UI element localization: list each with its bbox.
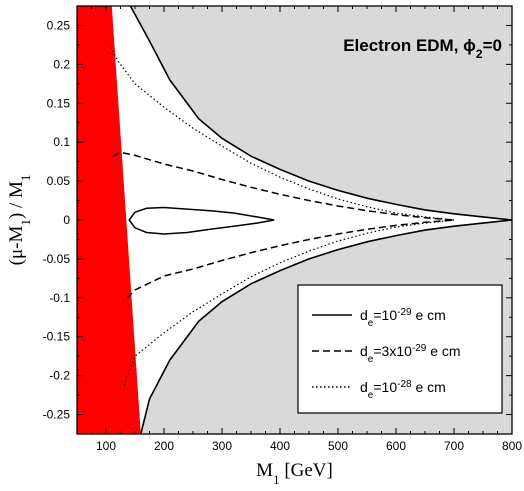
legend-box <box>297 284 503 414</box>
x-tick-label: 400 <box>270 439 290 453</box>
x-tick-label: 500 <box>328 439 348 453</box>
legend-label-suffix: e cm <box>426 343 460 359</box>
legend-label-2: de=3x10-29 e cm <box>360 343 461 365</box>
y-axis-label-main: (μ-M <box>6 226 27 266</box>
legend-label-sub: e <box>368 390 374 401</box>
legend-label-suffix: e cm <box>412 379 446 395</box>
legend-label-prefix: d <box>360 343 368 359</box>
y-tick-label: -0.25 <box>43 408 71 422</box>
x-tick-label: 200 <box>154 439 174 453</box>
red-excluded-band <box>77 6 141 434</box>
x-axis-label: M1 [GeV] <box>256 460 333 487</box>
chart-title: Electron EDM, ϕ2=0 <box>343 36 502 61</box>
legend-label-sup: -29 <box>412 343 427 354</box>
legend-label-mid: =10 <box>373 379 397 395</box>
legend-label-sup: -29 <box>397 307 412 318</box>
x-tick-label: 300 <box>212 439 232 453</box>
legend-label-sub: e <box>368 318 374 329</box>
y-tick-label: 0.15 <box>47 96 71 110</box>
legend-label-1: de=10-29 e cm <box>360 307 446 329</box>
legend-label-prefix: d <box>360 307 368 323</box>
y-axis-label-tail: ) / M <box>6 181 27 219</box>
legend-label-3: de=10-28 e cm <box>360 379 446 401</box>
y-tick-label: -0.05 <box>43 252 71 266</box>
axis-ticks: 100 200 300 400 500 600 700 800 0.25 0.2 0.15 0.1 0.… <box>43 5 522 453</box>
x-tick-label: 100 <box>96 439 116 453</box>
legend-label-sub: e <box>368 354 374 365</box>
gray-region-upper <box>130 6 512 220</box>
gray-boundary-lower-line <box>140 219 512 434</box>
y-axis-label: (μ-M1) / M1 <box>6 175 33 266</box>
y-axis-label-sub2: 1 <box>18 175 33 182</box>
y-axis-label-sub: 1 <box>18 219 33 226</box>
series-line-1 <box>128 206 275 235</box>
y-tick-label: -0.2 <box>49 369 70 383</box>
y-tick-label: -0.15 <box>43 330 71 344</box>
x-axis-label-sub: 1 <box>273 472 280 487</box>
legend-label-prefix: d <box>360 379 368 395</box>
legend-label-suffix: e cm <box>412 307 446 323</box>
x-tick-label: 700 <box>444 439 464 453</box>
legend-label-mid: =10 <box>373 307 397 323</box>
y-tick-label: 0 <box>63 213 70 227</box>
chart-title-main: Electron EDM, ϕ <box>343 36 476 55</box>
chart-title-sub: 2 <box>476 47 483 61</box>
legend-label-sup: -28 <box>397 379 412 390</box>
y-tick-label: 0.1 <box>53 135 70 149</box>
y-tick-label: 0.25 <box>47 18 71 32</box>
x-axis-label-tail: [GeV] <box>280 460 333 481</box>
gray-boundary-upper-line <box>129 6 512 221</box>
y-tick-label: 0.05 <box>47 174 71 188</box>
y-tick-label: 0.2 <box>53 57 70 71</box>
y-tick-label: -0.1 <box>49 291 70 305</box>
legend-label-mid: =3x10 <box>373 343 412 359</box>
x-axis-label-main: M <box>256 460 273 481</box>
x-tick-label: 600 <box>386 439 406 453</box>
x-tick-label: 800 <box>502 439 522 453</box>
chart-title-tail: =0 <box>483 36 502 55</box>
series-line-2 <box>112 151 455 303</box>
